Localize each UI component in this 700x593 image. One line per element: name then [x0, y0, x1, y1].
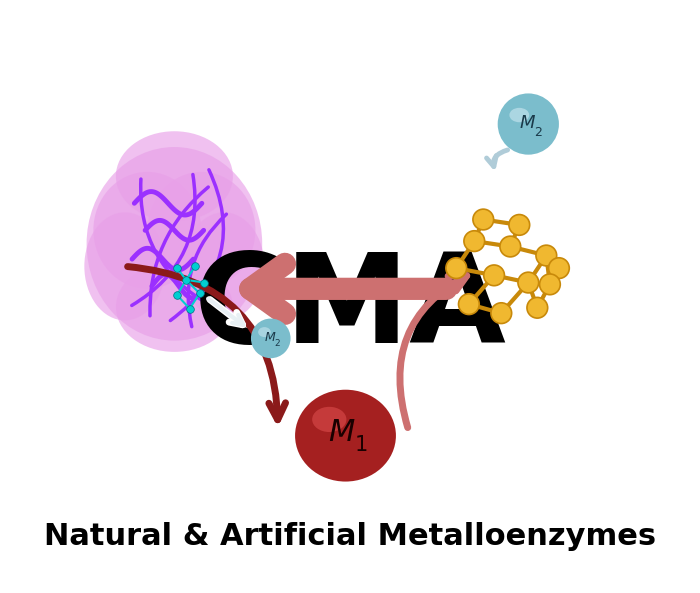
- Ellipse shape: [93, 172, 202, 289]
- Circle shape: [500, 236, 521, 257]
- Text: $M$: $M$: [519, 114, 536, 132]
- Circle shape: [509, 215, 530, 235]
- Ellipse shape: [87, 147, 262, 340]
- Circle shape: [446, 258, 467, 279]
- Circle shape: [473, 209, 494, 230]
- Ellipse shape: [183, 212, 265, 320]
- Circle shape: [549, 258, 569, 279]
- Circle shape: [484, 265, 505, 286]
- Circle shape: [498, 94, 559, 155]
- Text: $M$: $M$: [264, 331, 276, 344]
- Circle shape: [458, 294, 480, 314]
- Text: $M$: $M$: [328, 419, 356, 448]
- Circle shape: [540, 274, 560, 295]
- Ellipse shape: [295, 390, 396, 482]
- Circle shape: [251, 318, 290, 358]
- Circle shape: [491, 303, 512, 324]
- Circle shape: [527, 298, 547, 318]
- Ellipse shape: [84, 212, 165, 320]
- Ellipse shape: [510, 108, 529, 122]
- Text: 1: 1: [355, 435, 368, 455]
- Circle shape: [518, 272, 539, 293]
- Text: 2: 2: [274, 339, 280, 348]
- Ellipse shape: [148, 172, 256, 289]
- Text: 2: 2: [534, 126, 542, 139]
- Circle shape: [536, 245, 557, 266]
- Ellipse shape: [116, 131, 233, 221]
- FancyArrowPatch shape: [250, 264, 447, 314]
- Ellipse shape: [258, 327, 271, 337]
- Circle shape: [464, 231, 484, 251]
- Ellipse shape: [312, 407, 346, 432]
- Ellipse shape: [116, 262, 233, 352]
- Text: Natural & Artificial Metalloenzymes: Natural & Artificial Metalloenzymes: [44, 522, 656, 551]
- Text: CMA: CMA: [194, 248, 506, 369]
